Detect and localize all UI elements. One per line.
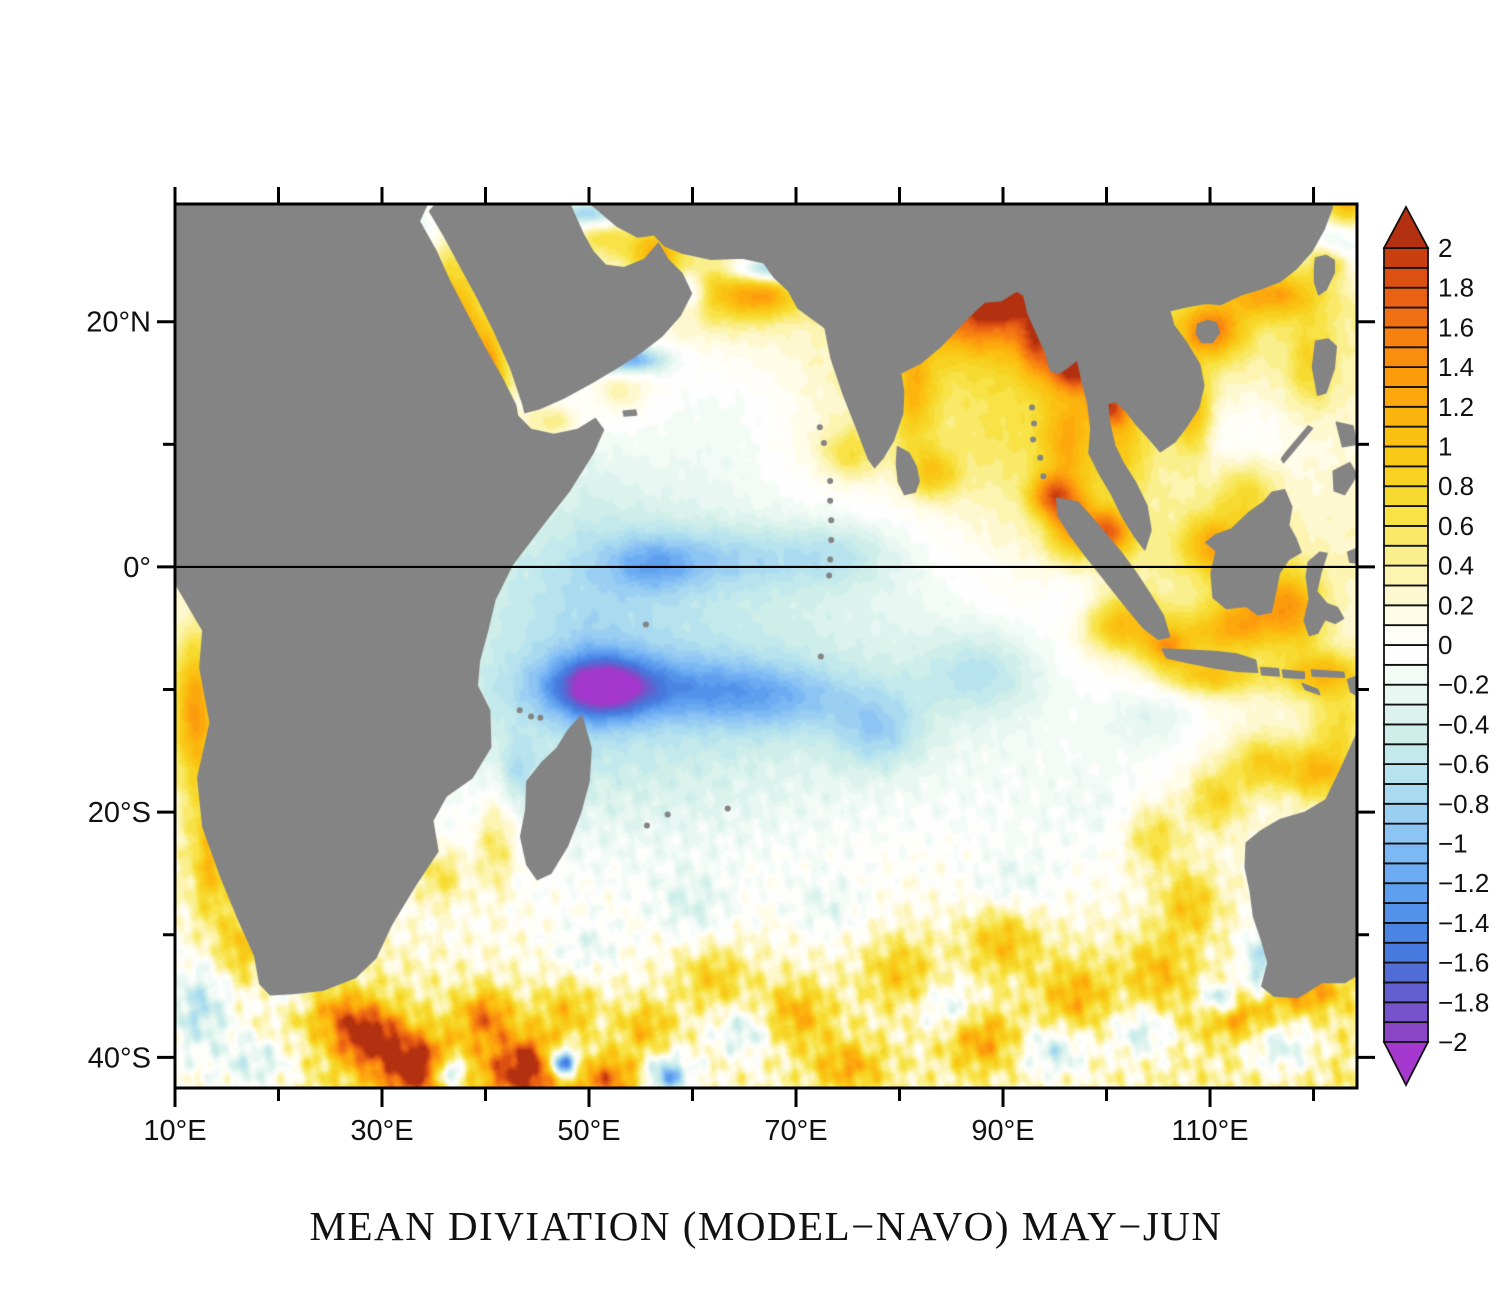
colorbar-tick-label: 1.2 <box>1438 392 1474 422</box>
colorbar-tick-label: −0.2 <box>1438 670 1489 700</box>
colorbar-segment <box>1383 961 1429 984</box>
x-tick-label: 110°E <box>1171 1115 1248 1147</box>
colorbar-segment <box>1383 505 1429 527</box>
colorbar-segment <box>1383 981 1429 1004</box>
colorbar-tick-label: −1.8 <box>1438 987 1489 1017</box>
colorbar-segment <box>1383 663 1429 686</box>
colorbar-segment <box>1383 247 1429 269</box>
colorbar-tick-label: −2 <box>1438 1027 1468 1057</box>
colorbar-segment <box>1383 842 1429 865</box>
colorbar-segment <box>1383 783 1429 805</box>
colorbar-segment <box>1383 723 1429 746</box>
colorbar-segment <box>1383 1001 1429 1024</box>
colorbar-segment <box>1383 405 1429 428</box>
colorbar-segment <box>1383 1021 1429 1043</box>
colorbar-segment <box>1383 465 1429 488</box>
colorbar-segment <box>1383 882 1429 904</box>
colorbar-tick-label: 1.6 <box>1438 312 1474 342</box>
colorbar-segment <box>1383 862 1429 885</box>
colorbar-tick-label: 0.8 <box>1438 471 1474 501</box>
colorbar-segment <box>1383 485 1429 507</box>
x-tick-label: 90°E <box>971 1115 1034 1147</box>
colorbar-tick-label: −1.2 <box>1438 868 1489 898</box>
colorbar-segment <box>1383 683 1429 706</box>
colorbar-segment <box>1383 822 1429 845</box>
colorbar-segment <box>1383 306 1429 329</box>
colorbar-segment <box>1383 286 1429 309</box>
colorbar-segment <box>1383 703 1429 726</box>
colorbar-segment <box>1383 266 1429 289</box>
colorbar-segment <box>1383 544 1429 567</box>
colorbar-segment <box>1383 941 1429 964</box>
colorbar-tick-label: −1.6 <box>1438 948 1489 978</box>
colorbar-tick-label: 2 <box>1438 233 1452 263</box>
colorbar-segment <box>1383 763 1429 785</box>
colorbar-tick-label: −0.6 <box>1438 749 1489 779</box>
colorbar-under-arrow <box>1382 1041 1430 1087</box>
x-tick-label: 50°E <box>557 1115 620 1147</box>
colorbar-segment <box>1383 743 1429 766</box>
colorbar-tick-label: −0.4 <box>1438 709 1489 739</box>
x-tick-label: 10°E <box>143 1115 206 1147</box>
colorbar-tick-label: 0.6 <box>1438 511 1474 541</box>
colorbar-tick-label: −0.8 <box>1438 789 1489 819</box>
heatmap-canvas <box>175 204 1357 1088</box>
colorbar-segment <box>1383 922 1429 944</box>
colorbar-segment <box>1383 445 1429 468</box>
x-tick-label: 30°E <box>350 1115 413 1147</box>
y-tick-label: 40°S <box>88 1042 151 1074</box>
colorbar-tick-label: 0 <box>1438 630 1452 660</box>
colorbar-tick-label: 1.8 <box>1438 273 1474 303</box>
chart-title: MEAN DIVIATION (MODEL−NAVO) MAY−JUN <box>309 1203 1223 1249</box>
colorbar-segment <box>1383 802 1429 825</box>
colorbar-segment <box>1383 425 1429 448</box>
colorbar-segment <box>1383 644 1429 666</box>
colorbar-segment <box>1383 624 1429 646</box>
colorbar-segment <box>1383 326 1429 349</box>
y-tick-label: 0° <box>123 552 151 584</box>
y-tick-label: 20°N <box>86 307 151 339</box>
colorbar-segment <box>1383 584 1429 607</box>
colorbar-segment <box>1383 902 1429 924</box>
x-tick-label: 70°E <box>764 1115 827 1147</box>
colorbar-tick-label: 0.2 <box>1438 590 1474 620</box>
colorbar-over-arrow <box>1382 205 1430 249</box>
colorbar-tick-label: 1.4 <box>1438 352 1474 382</box>
colorbar-tick-label: −1 <box>1438 829 1468 859</box>
colorbar-segment <box>1383 386 1429 408</box>
colorbar-tick-label: −1.4 <box>1438 908 1489 938</box>
colorbar-segment <box>1383 366 1429 388</box>
colorbar-segment <box>1383 346 1429 369</box>
colorbar-tick-label: 0.4 <box>1438 551 1474 581</box>
colorbar-segment <box>1383 564 1429 587</box>
y-tick-label: 20°S <box>88 797 151 829</box>
colorbar-segment <box>1383 604 1429 627</box>
colorbar-tick-label: 1 <box>1438 432 1452 462</box>
colorbar-segment <box>1383 525 1429 547</box>
